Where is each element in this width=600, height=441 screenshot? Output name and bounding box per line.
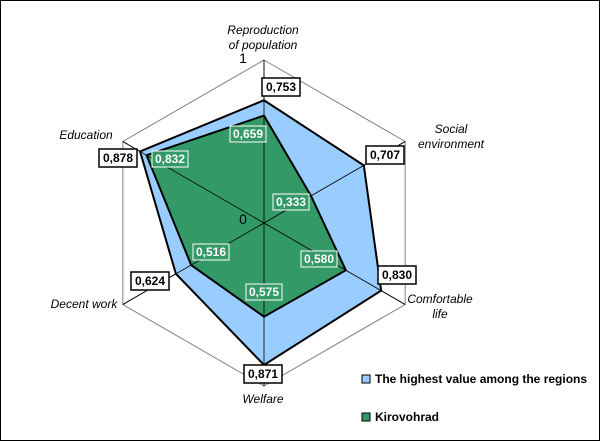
axis-label: Welfare [242, 392, 283, 406]
data-label-box-kirovohrad [300, 250, 338, 268]
axis-label: Comfortable life [407, 292, 473, 321]
data-label-box-kirovohrad [151, 150, 189, 168]
data-label-box-kirovohrad [192, 243, 230, 261]
scale-label-max: 1 [239, 50, 247, 66]
data-label-box-highest [243, 364, 283, 384]
data-label-highest: 0,871 [248, 367, 278, 381]
data-labels-layer: 0,753 0,707 0,830 0,871 0,624 0,878 0,659 0,333… [98, 77, 417, 384]
data-label-kirovohrad: 0,575 [249, 285, 279, 299]
legend-label-highest: The highest value among the regions [375, 372, 587, 386]
axis-label: Reproduction of population [227, 23, 299, 52]
axis-labels: Reproduction of population Social environme… [51, 23, 485, 406]
data-label-box-highest [130, 271, 170, 291]
axis-label: Decent work [51, 297, 119, 311]
legend-swatch-kirovohrad [361, 412, 371, 422]
scale-label-min: 0 [239, 211, 247, 227]
data-label-box-highest [98, 148, 138, 168]
data-label-kirovohrad: 0,659 [233, 127, 263, 141]
data-label-highest: 0,878 [103, 151, 133, 165]
axis-label: Social environment [418, 122, 485, 151]
data-label-highest: 0,624 [135, 274, 165, 288]
legend-swatch-highest [361, 374, 371, 384]
data-label-kirovohrad: 0,832 [155, 152, 185, 166]
legend-label-kirovohrad: Kirovohrad [375, 410, 439, 424]
data-label-box-highest [365, 145, 405, 165]
data-label-highest: 0,753 [266, 80, 296, 94]
series-layer [122, 60, 406, 386]
data-label-highest: 0,830 [382, 268, 412, 282]
data-label-box-kirovohrad [229, 125, 267, 143]
data-label-kirovohrad: 0,333 [276, 195, 306, 209]
data-label-box-kirovohrad [245, 283, 283, 301]
data-label-kirovohrad: 0,516 [196, 245, 226, 259]
data-label-highest: 0,707 [370, 148, 400, 162]
data-label-box-highest [377, 265, 417, 285]
data-label-kirovohrad: 0,580 [304, 252, 334, 266]
data-label-box-highest [261, 77, 301, 97]
axis-label: Education [59, 128, 113, 142]
legend: The highest value among the regions Kiro… [361, 372, 587, 424]
data-label-box-kirovohrad [272, 193, 310, 211]
axis-spoke-overlay [122, 222, 265, 305]
axis-spoke-overlay [122, 141, 265, 224]
